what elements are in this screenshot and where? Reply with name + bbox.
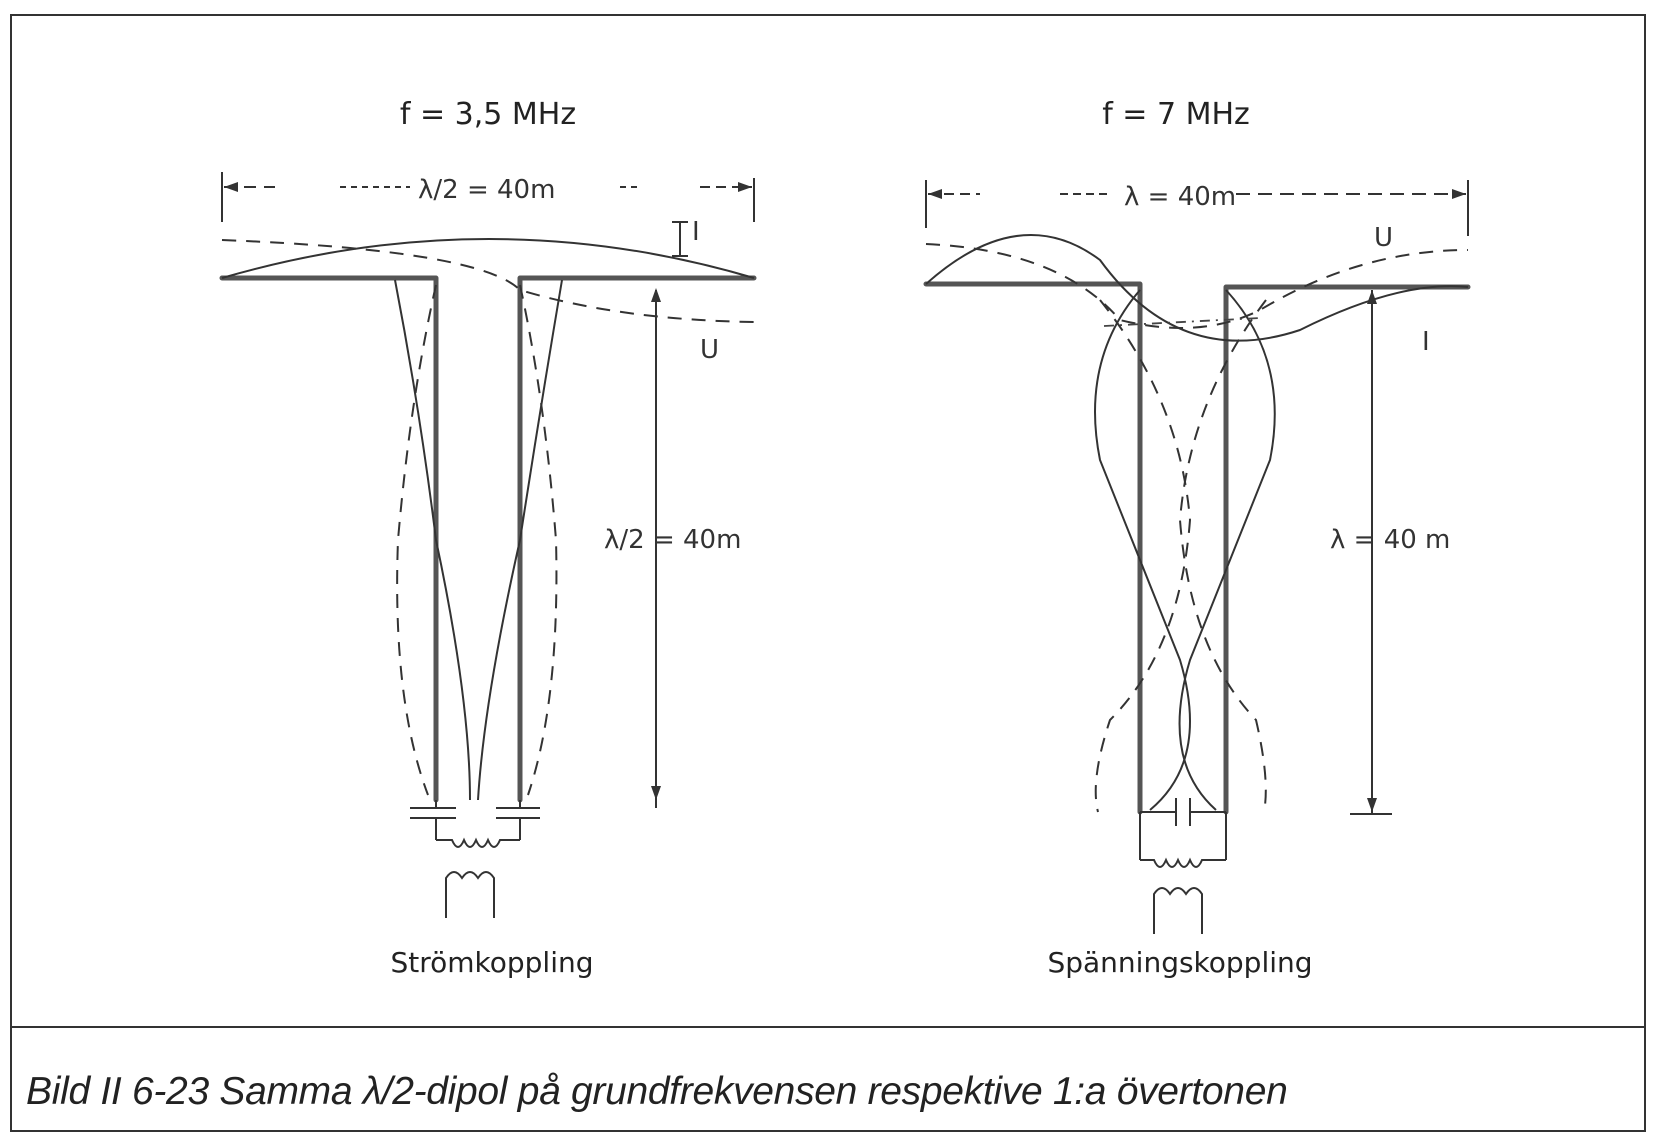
right-current-label: I bbox=[1422, 327, 1430, 357]
left-antenna bbox=[219, 275, 757, 803]
left-height-label: λ/2 = 40m bbox=[604, 525, 741, 555]
right-caption: Spänningskoppling bbox=[1047, 946, 1312, 979]
left-current-curve: I bbox=[221, 217, 755, 801]
right-antenna bbox=[923, 281, 1471, 815]
left-caption: Strömkoppling bbox=[390, 946, 593, 979]
right-height-dimension: λ = 40 m bbox=[1330, 290, 1450, 815]
left-voltage-label: U bbox=[700, 335, 719, 365]
left-current-label: I bbox=[692, 217, 700, 247]
right-voltage-label: U bbox=[1374, 223, 1393, 253]
right-reference-line bbox=[1103, 317, 1261, 327]
right-panel-title: f = 7 MHz bbox=[1102, 97, 1250, 132]
right-coupling-network bbox=[1139, 798, 1227, 934]
left-width-dimension: λ/2 = 40m bbox=[221, 172, 755, 222]
right-current-curve: I bbox=[925, 234, 1469, 811]
left-voltage-curve: U bbox=[221, 239, 755, 796]
left-coupling-network bbox=[410, 800, 540, 918]
right-width-dimension: λ = 40m bbox=[925, 180, 1469, 236]
figure-frame bbox=[10, 14, 1646, 1132]
caption-divider bbox=[10, 1026, 1646, 1028]
left-panel-title: f = 3,5 MHz bbox=[400, 97, 576, 132]
right-height-label: λ = 40 m bbox=[1330, 525, 1450, 555]
right-width-label: λ = 40m bbox=[1124, 182, 1236, 212]
figure-caption: Bild II 6-23 Samma λ/2-dipol på grundfre… bbox=[26, 1070, 1288, 1113]
right-panel: f = 7 MHz λ = 40m I bbox=[923, 97, 1471, 979]
left-height-dimension: λ/2 = 40m bbox=[604, 288, 741, 808]
right-voltage-curve: U bbox=[925, 223, 1469, 813]
left-width-label: λ/2 = 40m bbox=[418, 175, 555, 205]
left-panel: f = 3,5 MHz λ/2 = 40m I bbox=[219, 97, 757, 979]
